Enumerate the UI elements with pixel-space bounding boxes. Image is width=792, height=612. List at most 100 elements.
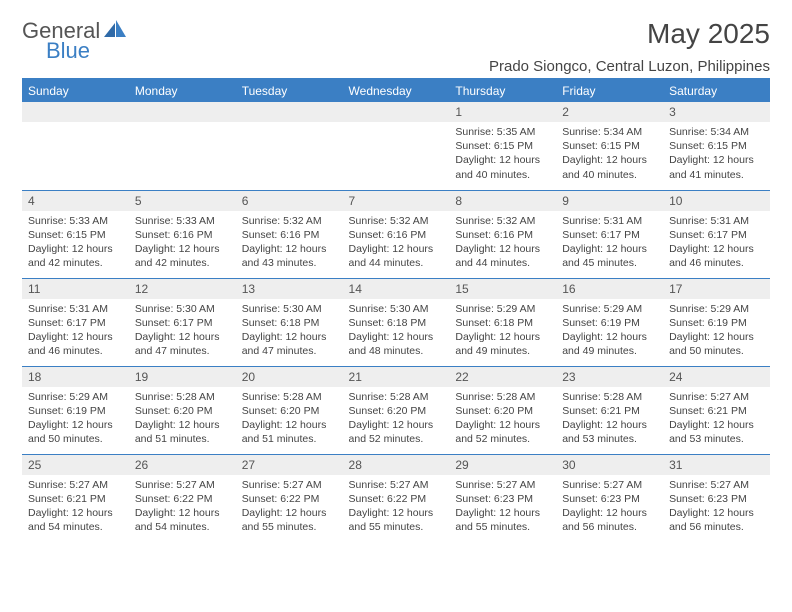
calendar-day-cell: 5Sunrise: 5:33 AMSunset: 6:16 PMDaylight… <box>129 190 236 278</box>
day-number: 2 <box>556 102 663 122</box>
day-number: 26 <box>129 455 236 475</box>
day-details: Sunrise: 5:29 AMSunset: 6:19 PMDaylight:… <box>22 387 129 451</box>
day-number: 1 <box>449 102 556 122</box>
day-number: 23 <box>556 367 663 387</box>
calendar-day-cell: 2Sunrise: 5:34 AMSunset: 6:15 PMDaylight… <box>556 102 663 190</box>
calendar-day-cell: 21Sunrise: 5:28 AMSunset: 6:20 PMDayligh… <box>343 366 450 454</box>
day-details: Sunrise: 5:27 AMSunset: 6:21 PMDaylight:… <box>22 475 129 539</box>
day-number: 7 <box>343 191 450 211</box>
calendar-day-cell: 8Sunrise: 5:32 AMSunset: 6:16 PMDaylight… <box>449 190 556 278</box>
day-details: Sunrise: 5:32 AMSunset: 6:16 PMDaylight:… <box>236 211 343 275</box>
day-number: 25 <box>22 455 129 475</box>
calendar-day-cell: 14Sunrise: 5:30 AMSunset: 6:18 PMDayligh… <box>343 278 450 366</box>
calendar-day-cell <box>236 102 343 190</box>
calendar-table: SundayMondayTuesdayWednesdayThursdayFrid… <box>22 80 770 542</box>
calendar-day-cell: 24Sunrise: 5:27 AMSunset: 6:21 PMDayligh… <box>663 366 770 454</box>
day-details: Sunrise: 5:27 AMSunset: 6:23 PMDaylight:… <box>449 475 556 539</box>
day-details: Sunrise: 5:27 AMSunset: 6:23 PMDaylight:… <box>663 475 770 539</box>
day-number: 11 <box>22 279 129 299</box>
weekday-header: Tuesday <box>236 80 343 102</box>
calendar-day-cell: 22Sunrise: 5:28 AMSunset: 6:20 PMDayligh… <box>449 366 556 454</box>
calendar-day-cell: 10Sunrise: 5:31 AMSunset: 6:17 PMDayligh… <box>663 190 770 278</box>
day-number: 3 <box>663 102 770 122</box>
day-details: Sunrise: 5:27 AMSunset: 6:21 PMDaylight:… <box>663 387 770 451</box>
day-details: Sunrise: 5:35 AMSunset: 6:15 PMDaylight:… <box>449 122 556 186</box>
calendar-day-cell: 12Sunrise: 5:30 AMSunset: 6:17 PMDayligh… <box>129 278 236 366</box>
day-number: 6 <box>236 191 343 211</box>
calendar-day-cell: 28Sunrise: 5:27 AMSunset: 6:22 PMDayligh… <box>343 454 450 542</box>
calendar-day-cell: 31Sunrise: 5:27 AMSunset: 6:23 PMDayligh… <box>663 454 770 542</box>
weekday-header: Thursday <box>449 80 556 102</box>
weekday-header-row: SundayMondayTuesdayWednesdayThursdayFrid… <box>22 80 770 102</box>
day-number: 17 <box>663 279 770 299</box>
calendar-day-cell: 3Sunrise: 5:34 AMSunset: 6:15 PMDaylight… <box>663 102 770 190</box>
day-number: 14 <box>343 279 450 299</box>
calendar-day-cell: 27Sunrise: 5:27 AMSunset: 6:22 PMDayligh… <box>236 454 343 542</box>
day-number <box>343 102 450 122</box>
calendar-day-cell: 23Sunrise: 5:28 AMSunset: 6:21 PMDayligh… <box>556 366 663 454</box>
day-details: Sunrise: 5:27 AMSunset: 6:22 PMDaylight:… <box>343 475 450 539</box>
day-details: Sunrise: 5:27 AMSunset: 6:23 PMDaylight:… <box>556 475 663 539</box>
calendar-day-cell: 18Sunrise: 5:29 AMSunset: 6:19 PMDayligh… <box>22 366 129 454</box>
weekday-header: Monday <box>129 80 236 102</box>
day-number: 29 <box>449 455 556 475</box>
calendar-day-cell: 1Sunrise: 5:35 AMSunset: 6:15 PMDaylight… <box>449 102 556 190</box>
day-details: Sunrise: 5:28 AMSunset: 6:20 PMDaylight:… <box>129 387 236 451</box>
weekday-header: Saturday <box>663 80 770 102</box>
calendar-day-cell: 7Sunrise: 5:32 AMSunset: 6:16 PMDaylight… <box>343 190 450 278</box>
calendar-day-cell: 4Sunrise: 5:33 AMSunset: 6:15 PMDaylight… <box>22 190 129 278</box>
calendar-day-cell <box>343 102 450 190</box>
calendar-day-cell: 17Sunrise: 5:29 AMSunset: 6:19 PMDayligh… <box>663 278 770 366</box>
day-details: Sunrise: 5:34 AMSunset: 6:15 PMDaylight:… <box>663 122 770 186</box>
calendar-day-cell: 19Sunrise: 5:28 AMSunset: 6:20 PMDayligh… <box>129 366 236 454</box>
day-number <box>236 102 343 122</box>
day-details: Sunrise: 5:27 AMSunset: 6:22 PMDaylight:… <box>129 475 236 539</box>
calendar-day-cell: 30Sunrise: 5:27 AMSunset: 6:23 PMDayligh… <box>556 454 663 542</box>
day-number: 28 <box>343 455 450 475</box>
day-number: 13 <box>236 279 343 299</box>
calendar-week-row: 25Sunrise: 5:27 AMSunset: 6:21 PMDayligh… <box>22 454 770 542</box>
day-details: Sunrise: 5:28 AMSunset: 6:20 PMDaylight:… <box>449 387 556 451</box>
day-details: Sunrise: 5:28 AMSunset: 6:21 PMDaylight:… <box>556 387 663 451</box>
day-details: Sunrise: 5:33 AMSunset: 6:15 PMDaylight:… <box>22 211 129 275</box>
day-number: 9 <box>556 191 663 211</box>
day-number: 30 <box>556 455 663 475</box>
day-number: 31 <box>663 455 770 475</box>
calendar-day-cell: 9Sunrise: 5:31 AMSunset: 6:17 PMDaylight… <box>556 190 663 278</box>
day-number: 10 <box>663 191 770 211</box>
day-number: 12 <box>129 279 236 299</box>
calendar-day-cell: 11Sunrise: 5:31 AMSunset: 6:17 PMDayligh… <box>22 278 129 366</box>
day-details: Sunrise: 5:34 AMSunset: 6:15 PMDaylight:… <box>556 122 663 186</box>
day-number: 22 <box>449 367 556 387</box>
calendar-day-cell: 16Sunrise: 5:29 AMSunset: 6:19 PMDayligh… <box>556 278 663 366</box>
calendar-day-cell: 20Sunrise: 5:28 AMSunset: 6:20 PMDayligh… <box>236 366 343 454</box>
day-number: 5 <box>129 191 236 211</box>
day-details: Sunrise: 5:33 AMSunset: 6:16 PMDaylight:… <box>129 211 236 275</box>
calendar-week-row: 4Sunrise: 5:33 AMSunset: 6:15 PMDaylight… <box>22 190 770 278</box>
day-number: 24 <box>663 367 770 387</box>
calendar-day-cell: 15Sunrise: 5:29 AMSunset: 6:18 PMDayligh… <box>449 278 556 366</box>
day-details: Sunrise: 5:28 AMSunset: 6:20 PMDaylight:… <box>343 387 450 451</box>
day-details: Sunrise: 5:31 AMSunset: 6:17 PMDaylight:… <box>556 211 663 275</box>
day-details: Sunrise: 5:30 AMSunset: 6:18 PMDaylight:… <box>343 299 450 363</box>
day-details: Sunrise: 5:32 AMSunset: 6:16 PMDaylight:… <box>449 211 556 275</box>
calendar-day-cell: 25Sunrise: 5:27 AMSunset: 6:21 PMDayligh… <box>22 454 129 542</box>
day-number: 19 <box>129 367 236 387</box>
logo-text-blue: Blue <box>46 38 90 63</box>
day-number <box>22 102 129 122</box>
calendar-day-cell: 26Sunrise: 5:27 AMSunset: 6:22 PMDayligh… <box>129 454 236 542</box>
calendar-week-row: 18Sunrise: 5:29 AMSunset: 6:19 PMDayligh… <box>22 366 770 454</box>
day-details: Sunrise: 5:29 AMSunset: 6:19 PMDaylight:… <box>556 299 663 363</box>
day-number <box>129 102 236 122</box>
day-number: 4 <box>22 191 129 211</box>
calendar-day-cell <box>129 102 236 190</box>
day-details: Sunrise: 5:28 AMSunset: 6:20 PMDaylight:… <box>236 387 343 451</box>
calendar-week-row: 1Sunrise: 5:35 AMSunset: 6:15 PMDaylight… <box>22 102 770 190</box>
day-details: Sunrise: 5:31 AMSunset: 6:17 PMDaylight:… <box>22 299 129 363</box>
calendar-day-cell: 29Sunrise: 5:27 AMSunset: 6:23 PMDayligh… <box>449 454 556 542</box>
day-number: 15 <box>449 279 556 299</box>
day-number: 21 <box>343 367 450 387</box>
calendar-week-row: 11Sunrise: 5:31 AMSunset: 6:17 PMDayligh… <box>22 278 770 366</box>
day-number: 18 <box>22 367 129 387</box>
weekday-header: Sunday <box>22 80 129 102</box>
